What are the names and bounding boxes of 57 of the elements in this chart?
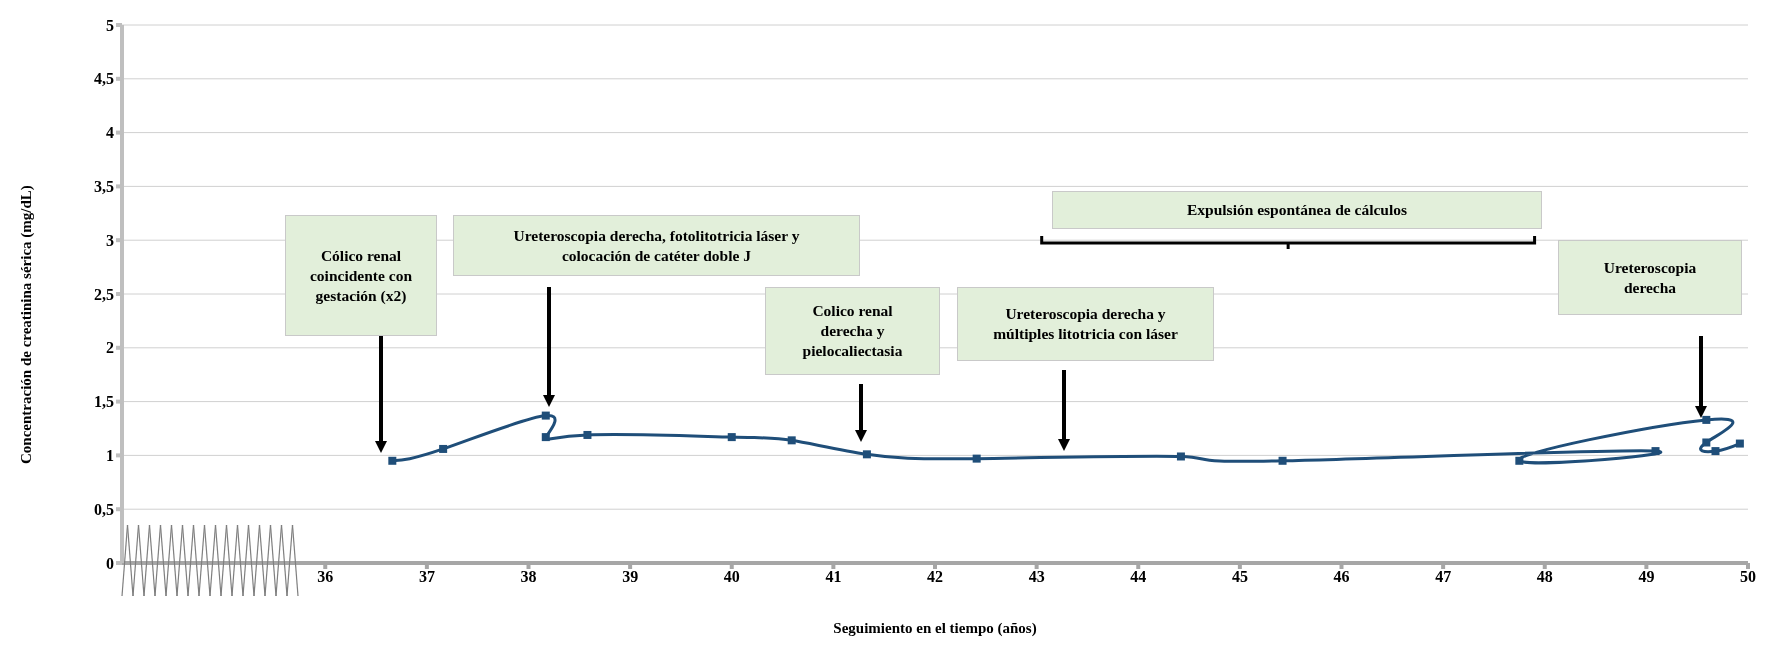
point [1278, 456, 1287, 465]
x-tick-label: 44 [1130, 568, 1147, 586]
point [439, 444, 448, 453]
x-tick-label: 43 [1028, 568, 1045, 586]
y-tick-label: 0,5 [94, 500, 114, 518]
annotation: Ureteroscopia derecha y múltiples litotricia con láser [992, 304, 1179, 344]
point [787, 436, 796, 445]
y-tick-label: 4,5 [94, 70, 114, 88]
y-tick-label: 3,5 [94, 178, 114, 196]
x-axis-title: Seguimiento en el tiempo (años) [833, 620, 1037, 637]
x-tick-label: 46 [1333, 568, 1350, 586]
y-tick-label: 1 [106, 447, 114, 465]
x-tick-label: 41 [825, 568, 842, 586]
note-box: Ureteroscopia derecha [1558, 240, 1742, 315]
x-tick-label: 47 [1435, 568, 1452, 586]
y-tick-label: 1,5 [94, 393, 114, 411]
annotation: Cólico renal coincidente con gestación (x2) [309, 245, 413, 306]
x-tick-label: 38 [520, 568, 537, 586]
point [541, 433, 550, 442]
x-tick-label: 49 [1638, 568, 1655, 586]
note-box: Cólico renal coincidente con gestación (x2) [285, 215, 437, 336]
note-box: Colico renal derecha y pielocaliectasia [765, 287, 940, 375]
point [1711, 447, 1720, 456]
point [583, 430, 592, 439]
y-axis-title: Concentración de creatinina sérica (mg/dL) [18, 185, 36, 464]
point [972, 454, 981, 463]
note-box: Ureteroscopia derecha y múltiples litotricia con láser [957, 287, 1214, 361]
x-tick-label: 45 [1231, 568, 1248, 586]
x-tick-label: 42 [927, 568, 943, 586]
note-box: Expulsión espontánea de cálculos [1052, 191, 1542, 229]
x-tick-label: 48 [1536, 568, 1553, 586]
point [541, 411, 550, 420]
annotation: Ureteroscopia derecha, fotolitotricia láser y colocación de catéter doble J [512, 225, 801, 266]
annotation: Expulsión espontánea de cálculos [1186, 200, 1408, 220]
point [1651, 447, 1660, 456]
x-tick-label: 36 [317, 568, 334, 586]
x-tick-label: 37 [418, 568, 435, 586]
point [1176, 452, 1185, 461]
x-tick-label: 39 [622, 568, 639, 586]
point [862, 450, 871, 459]
point [1515, 456, 1524, 465]
annotation: Colico renal derecha y pielocaliectasia [801, 301, 904, 361]
y-tick-label: 0 [106, 554, 114, 572]
point [1702, 438, 1711, 447]
point [1735, 439, 1744, 448]
y-tick-label: 4 [106, 124, 114, 142]
y-tick-label: 5 [106, 16, 114, 34]
x-tick-label: 40 [723, 568, 740, 586]
y-tick-label: 2 [106, 339, 114, 357]
y-tick-label: 2,5 [94, 285, 114, 303]
x-tick-label: 50 [1740, 568, 1756, 586]
point [388, 456, 397, 465]
y-tick-label: 3 [106, 231, 114, 249]
point [727, 433, 736, 442]
point [1702, 415, 1711, 424]
note-box: Ureteroscopia derecha, fotolitotricia láser y colocación de catéter doble J [453, 215, 860, 276]
annotation: Ureteroscopia derecha [1602, 257, 1698, 298]
